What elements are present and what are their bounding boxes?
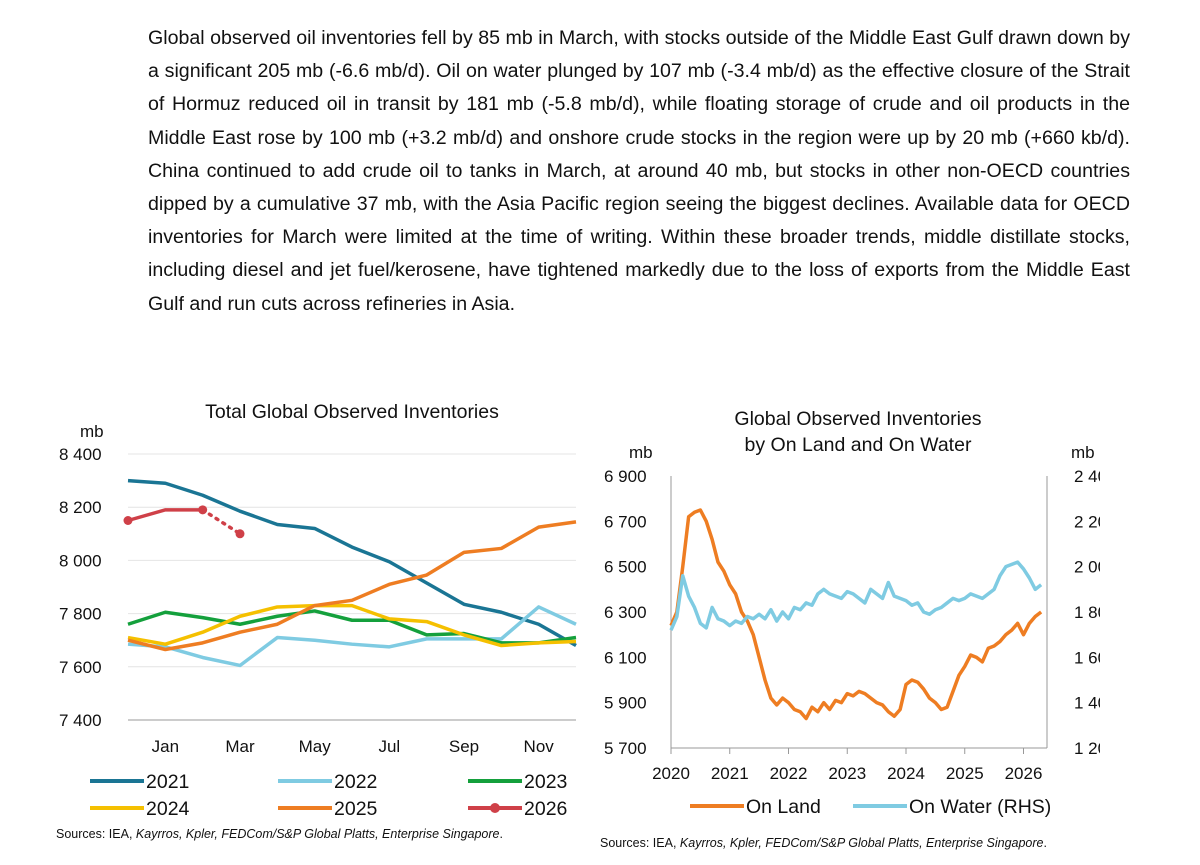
chart1-series-2026-projected-line — [200, 508, 242, 536]
chart1-series-2026-point — [198, 505, 208, 515]
chart2-y-tick-label: 6 900 — [604, 467, 647, 486]
sources-left: Sources: IEA, Kayrros, Kpler, FEDCom/S&P… — [56, 827, 526, 842]
sources-left-tail: . — [499, 827, 503, 841]
chart1-x-tick-label: Sep — [449, 737, 479, 756]
chart1-legend-2025-label: 2025 — [334, 798, 378, 820]
chart2-x-tick-label: 2024 — [887, 764, 925, 783]
chart1-legend-2022-label: 2022 — [334, 771, 377, 793]
chart1-y-tick-label: 7 400 — [59, 711, 102, 730]
chart2-y-tick-label: 6 100 — [604, 648, 647, 667]
chart2-title-line: by On Land and On Water — [745, 434, 972, 456]
chart2-x-tick-label: 2023 — [828, 764, 866, 783]
chart2-x-tick-label: 2022 — [770, 764, 808, 783]
chart2-x-tick-label: 2026 — [1005, 764, 1043, 783]
chart1-x-tick-label: Jul — [378, 737, 400, 756]
chart1-y-unit-label: mb — [80, 422, 104, 441]
chart2-y-tick-label: 5 700 — [604, 739, 647, 758]
chart1-series-2025-line — [127, 520, 577, 652]
chart2-y-tick-label: 6 700 — [604, 512, 647, 531]
chart1-series-2023-line — [127, 609, 577, 645]
chart1-y-tick-label: 7 800 — [59, 605, 102, 624]
chart2-x-tick-label: 2025 — [946, 764, 984, 783]
chart2-y-tick-label: 6 500 — [604, 558, 647, 577]
chart1-x-tick-label: Nov — [524, 737, 555, 756]
chart1-legend-2024-label: 2024 — [146, 798, 190, 820]
chart2-x-tick-label: 2021 — [711, 764, 749, 783]
chart1-x-tick-label: Mar — [225, 737, 255, 756]
chart2-series-on-land-line — [669, 508, 1043, 721]
chart2-y2-tick-label: 1 400 — [1074, 694, 1100, 713]
chart1-legend-2021-label: 2021 — [146, 771, 189, 793]
chart1-y-tick-label: 8 400 — [59, 445, 102, 464]
chart1-series-2024-line — [127, 603, 577, 648]
chart-total-inventories-svg: Total Global Observed Inventories mb 7 400… — [59, 401, 577, 820]
chart1-series-2022-line — [127, 605, 577, 668]
chart2-legend-on-water-rhs-label: On Water (RHS) — [909, 796, 1051, 818]
chart1-series-2026-point — [123, 516, 133, 525]
chart2-y-unit-label: mb — [629, 443, 653, 462]
chart1-legend-2026-marker — [490, 803, 500, 813]
chart1-series-2026-line — [127, 508, 203, 523]
chart2-y2-tick-label: 2 200 — [1074, 512, 1100, 531]
chart2-y2-tick-label: 2 400 — [1074, 467, 1100, 486]
sources-right-tail: . — [1043, 836, 1047, 850]
sources-right-italic: Kayrros, Kpler, FEDCom/S&P Global Platts… — [679, 836, 1044, 850]
chart-land-water-svg: Global Observed Inventories by On Land an… — [604, 408, 1117, 818]
chart1-x-tick-label: May — [299, 737, 332, 756]
chart1-series-2026-point — [235, 529, 245, 539]
chart1-legend-2026-label: 2026 — [524, 798, 567, 820]
body-paragraph: Global observed oil inventories fell by … — [148, 27, 1130, 315]
chart2-y2-tick-label: 2 000 — [1074, 558, 1100, 577]
sources-right-lead: Sources: IEA, — [600, 836, 680, 850]
chart1-legend-2023-label: 2023 — [524, 771, 567, 793]
chart2-x-tick-label: 2020 — [652, 764, 690, 783]
sources-left-lead: Sources: IEA, — [56, 827, 136, 841]
chart2-y2-unit-label: mb — [1071, 443, 1095, 462]
chart2-y-tick-label: 5 900 — [604, 694, 647, 713]
sources-left-italic: Kayrros, Kpler, FEDCom/S&P Global Platts… — [135, 827, 500, 841]
chart1-y-tick-label: 8 000 — [59, 551, 102, 570]
chart1-y-tick-label: 7 600 — [59, 658, 102, 677]
chart1-x-tick-label: Jan — [152, 737, 179, 756]
sources-right: Sources: IEA, Kayrros, Kpler, FEDCom/S&P… — [600, 836, 1120, 851]
chart-total-inventories: Total Global Observed Inventories mb 7 400… — [40, 390, 600, 830]
chart2-y2-tick-label: 1 800 — [1074, 603, 1100, 622]
chart2-series-on-water-rhs-line — [669, 560, 1043, 631]
chart2-y-tick-label: 6 300 — [604, 603, 647, 622]
chart2-y2-tick-label: 1 600 — [1074, 648, 1100, 667]
chart1-y-tick-label: 8 200 — [59, 498, 102, 517]
chart1-title: Total Global Observed Inventories — [205, 401, 499, 423]
chart2-legend-on-land-label: On Land — [746, 796, 821, 818]
chart2-title-line: Global Observed Inventories — [734, 408, 981, 430]
chart1-series-2021-line — [127, 478, 577, 648]
chart2-y2-tick-label: 1 200 — [1074, 739, 1100, 758]
chart-land-water: Global Observed Inventories by On Land an… — [595, 400, 1117, 825]
